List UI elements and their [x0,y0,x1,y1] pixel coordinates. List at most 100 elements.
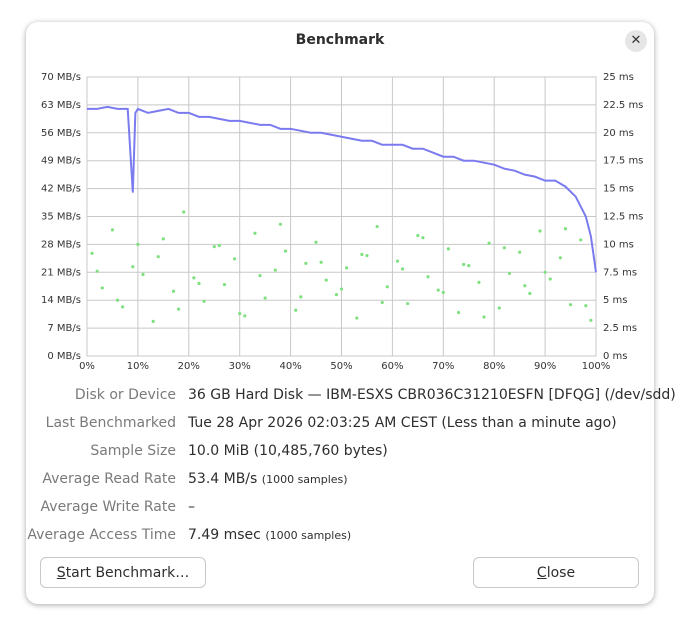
access-time-point [90,251,94,255]
y2-tick-label: 15 ms [603,184,634,195]
detail-label: Disk or Device [74,387,176,403]
access-time-point [115,298,120,302]
close-icon[interactable]: ✕ [625,30,647,52]
y-tick-label: 7 MB/s [47,323,81,334]
access-time-point [233,257,237,261]
y2-tick-label: 7.5 ms [603,267,637,278]
access-time-point [217,243,221,248]
value-text: – [188,499,195,515]
access-time-point [294,308,298,312]
detail-value: Tue 28 Apr 2026 02:03:25 AM CEST (Less t… [188,413,617,433]
access-time-point [243,314,247,318]
y2-tick-label: 0 ms [603,351,628,362]
access-time-point [238,311,242,316]
x-tick-label: 100% [582,361,611,372]
x-tick-label: 90% [534,361,556,372]
access-time-point [462,262,466,267]
access-time-point [385,285,389,289]
access-time-point [380,300,384,305]
access-time-point [548,277,552,281]
y-tick-label: 56 MB/s [41,128,81,139]
access-time-point [441,290,445,294]
y2-tick-label: 25 ms [603,72,634,83]
access-time-point [334,293,339,297]
x-tick-label: 30% [229,361,251,372]
y-tick-label: 49 MB/s [41,156,81,167]
access-time-point [182,210,186,214]
access-time-point [538,229,542,233]
access-time-point [477,280,481,284]
detail-value: 10.0 MiB (10,485,760 bytes) [188,441,388,461]
y2-tick-label: 17.5 ms [603,156,643,167]
access-time-point [141,272,145,277]
access-time-point [579,238,583,242]
access-time-point [543,270,547,274]
access-time-point [171,289,176,293]
detail-label: Average Read Rate [42,471,176,487]
y-tick-label: 0 MB/s [47,351,81,362]
start-benchmark-button[interactable]: Start Benchmark… [40,557,206,588]
detail-value: – [188,497,195,517]
dialog: Benchmark ✕ [26,22,654,604]
y-tick-label: 63 MB/s [41,100,81,111]
access-time-point [192,276,196,280]
access-time-point [278,222,283,226]
close-button[interactable]: Close [473,557,639,588]
access-time-point [502,246,506,250]
access-time-point [299,295,303,299]
access-time-point [507,271,512,276]
button-label: Close [536,565,576,581]
y2-tick-label: 10 ms [603,239,634,250]
access-time-point [584,304,588,308]
value-text: 36 GB Hard Disk — IBM-ESXS CBR036C31210E… [188,387,676,403]
access-time-point [482,315,486,319]
access-time-point [523,284,527,288]
access-time-point [339,287,344,291]
detail-value: 36 GB Hard Disk — IBM-ESXS CBR036C31210E… [188,385,676,405]
access-time-point [400,267,405,271]
access-time-point [416,233,420,238]
x-tick-label: 10% [127,361,149,372]
x-tick-label: 50% [330,361,352,372]
value-text: Tue 28 Apr 2026 02:03:25 AM CEST (Less t… [188,415,617,431]
access-time-point [355,316,359,320]
value-text: 10.0 MiB (10,485,760 bytes) [188,443,388,459]
x-tick-label: 0% [79,361,95,372]
access-time-point [497,306,501,310]
access-time-point [202,299,206,303]
access-time-point [558,256,562,260]
access-time-point [324,278,328,282]
access-time-point [319,260,323,264]
access-time-point [253,231,257,235]
value-note: (1000 samples) [265,529,352,542]
access-time-point [456,310,461,315]
access-time-point [212,245,216,249]
access-time-point [314,240,318,244]
access-time-point [589,318,593,322]
detail-label: Average Write Rate [40,499,176,515]
y-tick-label: 42 MB/s [41,184,81,195]
detail-label: Average Access Time [27,527,176,543]
access-time-point [100,286,104,290]
y2-tick-label: 5 ms [603,295,628,306]
access-time-point [283,249,288,253]
access-time-point [222,282,227,287]
access-time-point [563,227,568,231]
access-time-point [528,291,532,296]
y2-tick-label: 20 ms [603,128,634,139]
y-tick-label: 28 MB/s [41,239,81,250]
y-tick-label: 21 MB/s [41,267,81,278]
access-time-point [518,250,522,254]
x-tick-label: 40% [279,361,301,372]
access-time-point [487,241,491,245]
access-time-point [446,247,450,251]
access-time-point [110,228,115,232]
access-time-point [467,264,471,268]
y2-tick-label: 2.5 ms [603,323,637,334]
access-time-point [258,274,262,278]
access-time-point [197,281,201,286]
y-tick-label: 35 MB/s [41,212,81,223]
access-time-point [365,253,369,258]
benchmark-chart: 0% 10% 20% 30% 40% 50% 60% 70% 80% 90% 100% 0 MB/s 7… [41,72,643,372]
x-tick-label: 60% [381,361,403,372]
